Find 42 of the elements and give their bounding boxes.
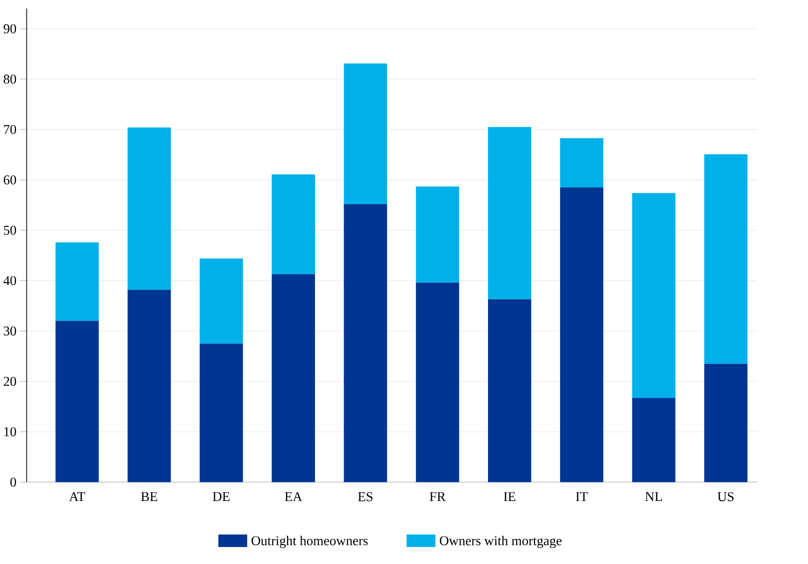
y-tick-label: 60 xyxy=(4,176,16,185)
bar xyxy=(344,64,388,204)
bar xyxy=(560,188,604,482)
bar xyxy=(632,193,676,398)
bar xyxy=(272,174,316,274)
bar xyxy=(128,128,171,290)
legend-label: Owners with mortgage xyxy=(440,536,562,548)
bar xyxy=(416,186,460,283)
x-tick-label: IT xyxy=(576,492,588,502)
x-tick-label: NL xyxy=(645,492,662,502)
bar xyxy=(200,258,243,344)
y-tick-label: 90 xyxy=(4,24,16,34)
y-tick-label: 20 xyxy=(4,376,16,386)
x-tick-label: IE xyxy=(504,492,516,502)
bar xyxy=(200,344,243,482)
x-tick-label: AT xyxy=(69,492,86,502)
y-tick-label: 10 xyxy=(4,427,16,436)
bar xyxy=(704,364,748,482)
y-tick-label: 40 xyxy=(3,276,16,286)
x-tick-label: US xyxy=(718,492,734,502)
legend-label: Outright homeowners xyxy=(252,536,368,548)
x-tick-label: ES xyxy=(358,492,372,502)
bar xyxy=(272,274,316,482)
y-tick-label: 50 xyxy=(4,226,16,235)
bar xyxy=(56,242,99,322)
x-tick-label: DE xyxy=(212,492,230,502)
y-tick-label: 80 xyxy=(4,74,16,84)
x-tick-label: BE xyxy=(141,492,158,502)
y-tick-label: 70 xyxy=(4,125,16,134)
bar xyxy=(488,127,532,300)
bar xyxy=(560,138,604,188)
bar xyxy=(56,321,99,482)
bar xyxy=(632,398,676,482)
x-tick-label: EA xyxy=(284,492,302,502)
bar xyxy=(416,282,460,482)
y-tick-label: 30 xyxy=(4,326,16,336)
bar xyxy=(488,299,532,482)
x-tick-label: FR xyxy=(430,492,446,502)
y-tick-label: 0 xyxy=(10,478,16,487)
bar xyxy=(704,154,748,364)
bar xyxy=(128,290,171,482)
bar xyxy=(344,204,388,482)
